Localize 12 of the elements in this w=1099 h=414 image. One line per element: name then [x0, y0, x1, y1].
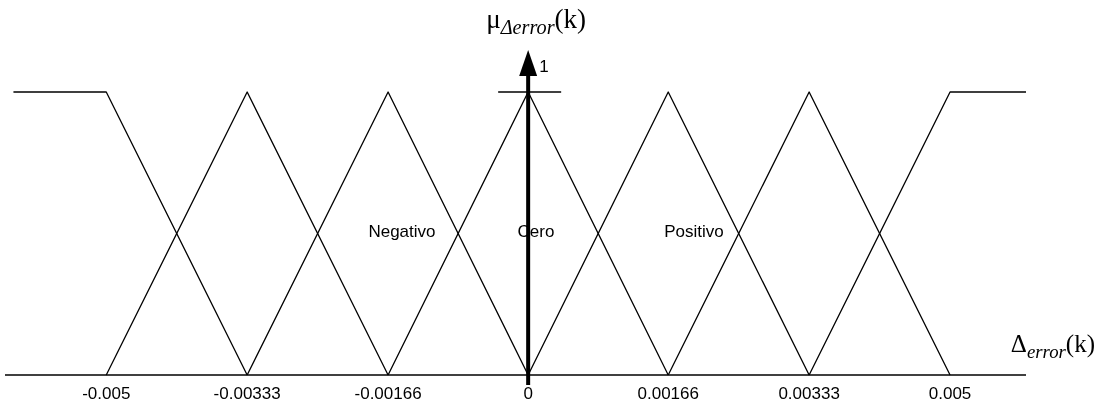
x-tick-label: 0.00333 [778, 384, 840, 403]
x-tick-label: 0.005 [928, 384, 972, 403]
x-tick-label: -0.00166 [354, 384, 422, 403]
annotation: Positivo [664, 222, 724, 241]
text: 1 [539, 57, 549, 76]
x-tick-label: -0.005 [82, 384, 131, 403]
x-axis-title: Δ$_{error}$(k) [1010, 330, 1095, 362]
annotation: Negativo [368, 222, 436, 241]
x-tick-label: 0.00166 [637, 384, 699, 403]
x-tick-label: -0.00333 [213, 384, 281, 403]
y-axis-title: μ$_{Δerror}$(k) [486, 4, 587, 38]
x-tick-label: 0 [523, 384, 533, 403]
